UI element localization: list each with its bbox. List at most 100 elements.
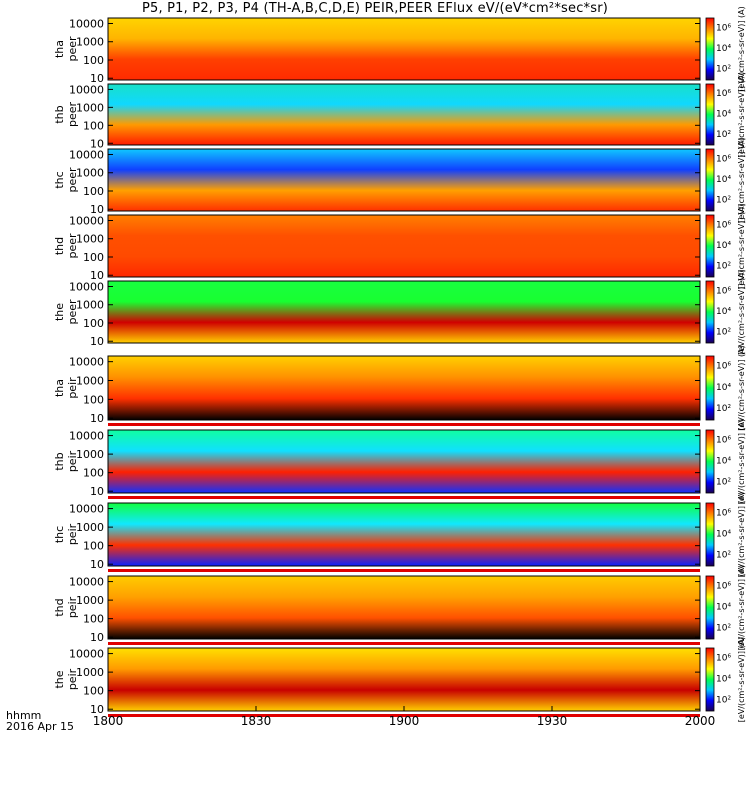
colorbar-tick-label: 10² [716, 262, 731, 272]
panel-probe-label: the [53, 670, 66, 688]
colorbar-label: [eV/(cm²-s-sr-eV)] (A) [737, 345, 746, 430]
y-tick-label: 10 [90, 631, 104, 644]
y-tick-label: 10 [90, 485, 104, 498]
colorbar-tick-label: 10² [716, 695, 731, 705]
colorbar [705, 280, 715, 344]
y-tick-label: 10000 [69, 83, 104, 96]
y-tick-label: 100 [83, 467, 104, 480]
y-tick-label: 100 [83, 393, 104, 406]
y-tick-label: 10 [90, 335, 104, 348]
x-tick-label: 2000 [685, 714, 716, 728]
y-tick-label: 10 [90, 412, 104, 425]
panel-frame [107, 502, 701, 567]
status-bar [108, 642, 700, 645]
panel-species-label: peer [66, 299, 79, 325]
panel-frame [107, 83, 701, 146]
y-tick-label: 10000 [69, 503, 104, 516]
colorbar-tick-label: 10² [716, 328, 731, 338]
colorbar-tick-label: 10⁴ [716, 602, 731, 612]
colorbar-label: [eV/(cm²-s-sr-eV)] (A) [737, 492, 746, 577]
y-tick-label: 10 [90, 72, 104, 85]
y-tick-label: 1000 [76, 167, 104, 180]
x-tick-label: 1900 [389, 714, 420, 728]
colorbar-tick-label: 10⁶ [716, 23, 731, 33]
colorbar-tick-label: 10⁶ [716, 286, 731, 296]
spectrogram-panel-tha-peir [108, 356, 700, 420]
y-tick-label: 100 [83, 54, 104, 67]
spectrogram-panel-thd-peir [108, 576, 700, 639]
colorbar [705, 575, 715, 640]
panel-probe-label: tha [53, 379, 66, 397]
x-tick-label: 1930 [537, 714, 568, 728]
y-tick-label: 100 [83, 540, 104, 553]
panel-probe-label: the [53, 303, 66, 321]
panel-species-label: peir [66, 377, 79, 399]
y-tick-label: 100 [83, 685, 104, 698]
panel-species-label: peir [66, 450, 79, 472]
panel-frame [107, 280, 701, 344]
colorbar-tick-label: 10² [716, 65, 731, 75]
panel-probe-label: thd [53, 237, 66, 255]
panel-probe-label: tha [53, 40, 66, 58]
panel-probe-label: thb [53, 105, 66, 123]
panel-species-label: peir [66, 596, 79, 618]
x-tick-label: 1830 [241, 714, 272, 728]
colorbar-tick-label: 10⁶ [716, 435, 731, 445]
panel-species-label: peir [66, 668, 79, 690]
y-tick-label: 10 [90, 203, 104, 216]
colorbar [705, 17, 715, 81]
colorbar [705, 214, 715, 278]
colorbar-tick-label: 10⁶ [716, 154, 731, 164]
y-tick-label: 10000 [69, 214, 104, 227]
colorbar [705, 148, 715, 212]
spectrogram-panel-thc-peer [108, 149, 700, 211]
panel-frame [107, 148, 701, 212]
x-tick-label: 1800 [93, 714, 124, 728]
colorbar-tick-label: 10⁴ [716, 456, 731, 466]
colorbar-label: [eV/(cm²-s-sr-eV)] (A) [737, 72, 746, 157]
colorbar [705, 83, 715, 146]
y-tick-label: 1000 [76, 233, 104, 246]
spectrogram-panel-the-peer [108, 281, 700, 343]
y-tick-label: 100 [83, 185, 104, 198]
colorbar-tick-label: 10⁶ [716, 362, 731, 372]
colorbar-tick-label: 10² [716, 623, 731, 633]
y-tick-label: 10 [90, 137, 104, 150]
colorbar [705, 355, 715, 421]
panel-frame [107, 575, 701, 640]
panel-species-label: peer [66, 36, 79, 62]
spectrogram-panel-the-peir [108, 648, 700, 711]
panel-frame [107, 214, 701, 278]
colorbar-tick-label: 10⁴ [716, 529, 731, 539]
colorbar-tick-label: 10⁶ [716, 89, 731, 99]
status-bar [108, 714, 700, 717]
colorbar-tick-label: 10⁴ [716, 307, 731, 317]
spectrogram-panel-thb-peer [108, 84, 700, 145]
panel-species-label: peir [66, 523, 79, 545]
y-tick-label: 100 [83, 317, 104, 330]
panel-species-label: peer [66, 233, 79, 259]
y-tick-label: 10 [90, 558, 104, 571]
colorbar-tick-label: 10⁴ [716, 44, 731, 54]
y-tick-label: 100 [83, 251, 104, 264]
y-tick-label: 1000 [76, 666, 104, 679]
spectrogram-panel-thb-peir [108, 430, 700, 493]
colorbar-tick-label: 10² [716, 196, 731, 206]
colorbar-tick-label: 10⁴ [716, 175, 731, 185]
y-tick-label: 100 [83, 613, 104, 626]
colorbar-tick-label: 10² [716, 550, 731, 560]
colorbar-label: [eV/(cm²-s-sr-eV)] (A) [737, 203, 746, 288]
panel-species-label: peer [66, 167, 79, 193]
panel-probe-label: thc [53, 171, 66, 188]
colorbar-tick-label: 10⁶ [716, 508, 731, 518]
panel-frame [107, 429, 701, 494]
colorbar-tick-label: 10⁴ [716, 109, 731, 119]
y-tick-label: 10 [90, 703, 104, 716]
y-tick-label: 10000 [69, 576, 104, 589]
y-tick-label: 10000 [69, 280, 104, 293]
y-tick-label: 1000 [76, 36, 104, 49]
status-bar [108, 569, 700, 572]
y-tick-label: 1000 [76, 299, 104, 312]
spectrogram-panel-thd-peer [108, 215, 700, 277]
